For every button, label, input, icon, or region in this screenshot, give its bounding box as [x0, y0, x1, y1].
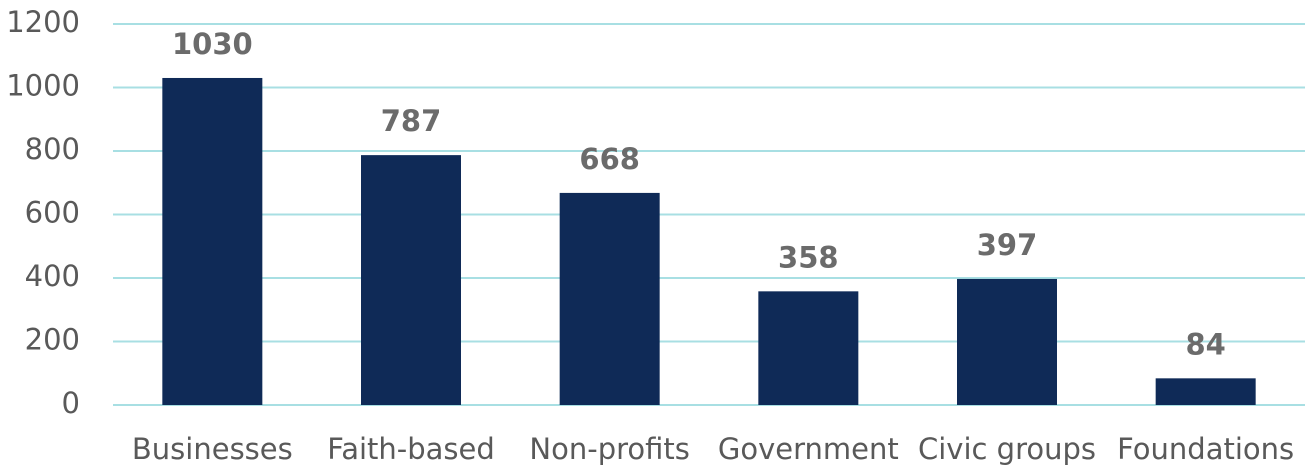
data-label: 1030 [172, 27, 253, 61]
x-tick-label: Foundations [1117, 432, 1294, 466]
x-tick-label: Businesses [132, 432, 293, 466]
x-tick-label: Government [718, 432, 899, 466]
bar [758, 291, 859, 405]
y-tick-label: 600 [25, 196, 80, 230]
y-tick-label: 1200 [6, 5, 80, 39]
bar [162, 77, 263, 405]
data-label: 787 [381, 104, 442, 138]
bar [957, 278, 1057, 405]
y-tick-label: 0 [62, 386, 80, 420]
data-label: 84 [1185, 327, 1225, 361]
bar [1155, 378, 1256, 405]
y-tick-label: 1000 [6, 69, 80, 103]
bar [559, 192, 660, 405]
x-tick-label: Non-profits [529, 432, 689, 466]
x-tick-label: Civic groups [918, 432, 1096, 466]
data-label: 358 [778, 240, 839, 274]
data-label: 668 [579, 142, 640, 176]
y-tick-label: 400 [25, 259, 80, 293]
bar [361, 155, 461, 405]
y-tick-label: 200 [25, 323, 80, 357]
y-tick-label: 800 [25, 132, 80, 166]
data-label: 397 [977, 228, 1038, 262]
x-tick-label: Faith-based [327, 432, 495, 466]
